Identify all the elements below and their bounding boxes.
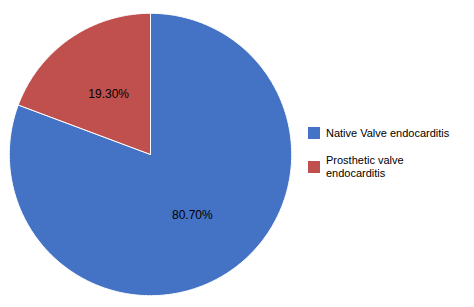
- html-text:Prosthetic valve endocarditis: Prosthetic valve endocarditis: [326, 153, 404, 180]
- html-text:Native Valve endocarditis: Native Valve endocarditis: [326, 126, 450, 139]
- svg-text:80.70%: 80.70%: [172, 207, 213, 221]
- svg-text:19.30%: 19.30%: [88, 87, 129, 101]
